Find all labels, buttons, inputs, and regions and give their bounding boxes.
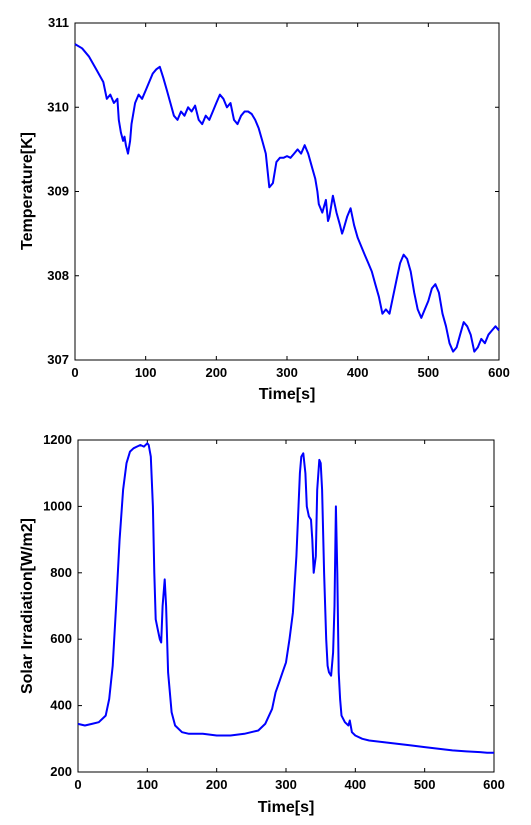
series-line <box>74 43 500 353</box>
x-tick-label: 100 <box>136 777 158 792</box>
temperature-chart: Time[s] Temperature[K] 0 100 200 300 400 500 6… <box>19 15 510 403</box>
y-tick-label: 1200 <box>43 432 72 447</box>
x-tick-label: 400 <box>347 365 369 380</box>
series-line <box>77 442 494 754</box>
y-tick-label: 800 <box>50 565 72 580</box>
y-axis-title: Temperature[K] <box>19 132 36 250</box>
plot-frame <box>74 22 500 361</box>
x-tick-label: 0 <box>71 365 78 380</box>
y-tick-label: 600 <box>50 631 72 646</box>
x-tick-label: 600 <box>483 777 505 792</box>
x-tick-label: 300 <box>275 777 297 792</box>
x-tick-label: 600 <box>488 365 510 380</box>
y-tick-label: 200 <box>50 764 72 779</box>
y-axis-title: Solar Irradiation[W/m2] <box>19 518 36 694</box>
x-tick-label: 100 <box>135 365 157 380</box>
y-tick-label: 1000 <box>43 498 72 513</box>
y-tick-label: 308 <box>47 268 69 283</box>
y-tick-label: 307 <box>47 352 69 367</box>
x-tick-label: 300 <box>276 365 298 380</box>
x-axis-title: Time[s] <box>259 386 316 403</box>
x-tick-label: 0 <box>74 777 81 792</box>
x-tick-label: 200 <box>205 365 227 380</box>
solar-irradiation-chart: Time[s] Solar Irradiation[W/m2] 0 100 200 3… <box>19 432 505 816</box>
x-tick-label: 200 <box>206 777 228 792</box>
y-tick-label: 310 <box>47 99 69 114</box>
x-tick-label: 500 <box>414 777 436 792</box>
y-tick-label: 400 <box>50 698 72 713</box>
plot-frame <box>77 439 495 773</box>
x-tick-label: 500 <box>417 365 439 380</box>
y-tick-label: 309 <box>47 184 69 199</box>
y-tick-label: 311 <box>48 15 69 30</box>
x-tick-label: 400 <box>344 777 366 792</box>
x-axis-title: Time[s] <box>258 799 315 816</box>
